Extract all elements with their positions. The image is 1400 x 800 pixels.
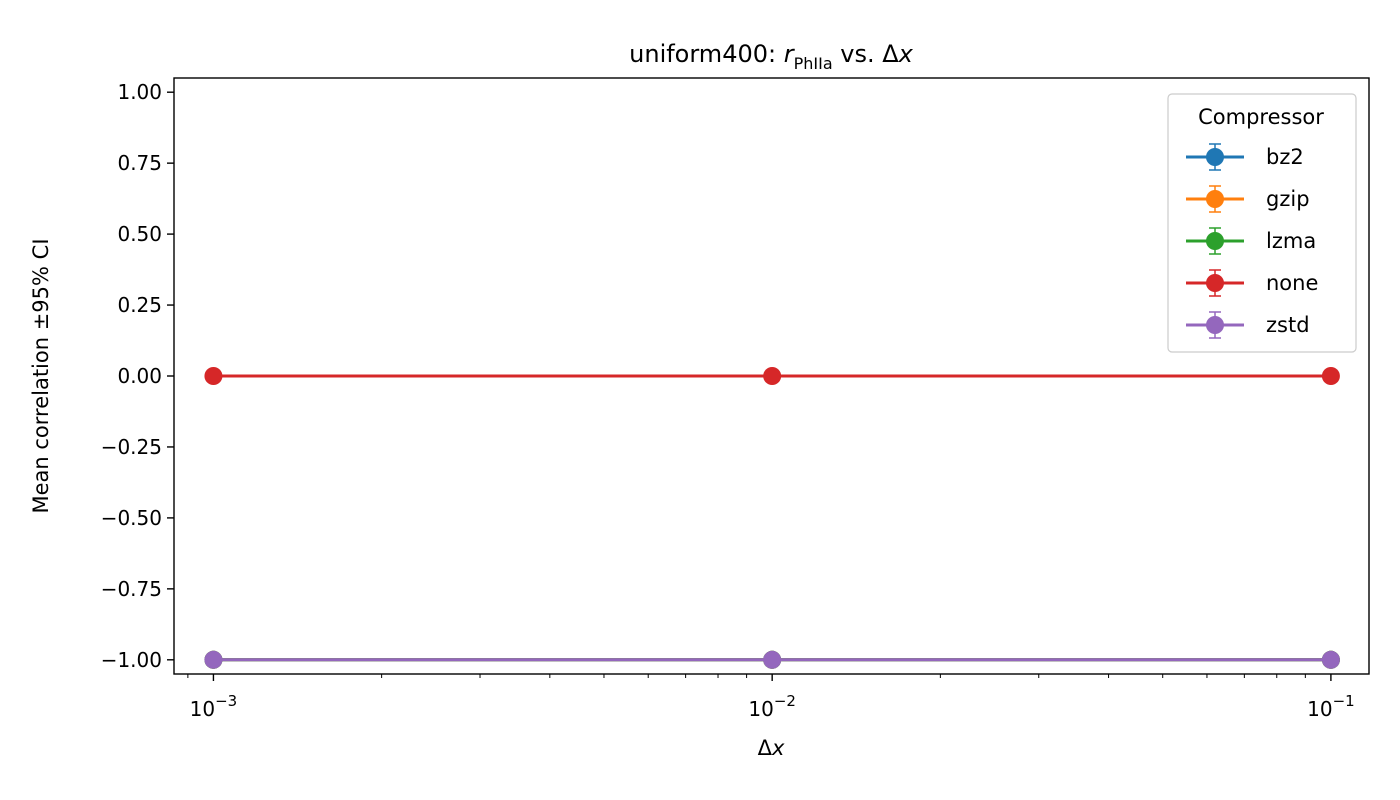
legend-label: gzip [1266, 187, 1310, 211]
x-tick-base: 10 [1307, 697, 1332, 721]
series-layer [204, 367, 1340, 669]
legend-item-bz2: bz2 [1186, 143, 1304, 171]
y-tick-label: 0.50 [117, 222, 162, 246]
legend: Compressor bz2 gzip lzma none zstd [1167, 93, 1357, 353]
x-tick-exp: −3 [215, 692, 237, 710]
legend-item-gzip: gzip [1186, 185, 1310, 213]
legend-item-lzma: lzma [1186, 227, 1316, 255]
data-point [1321, 367, 1340, 385]
x-tick-label: 10−3 [190, 692, 238, 721]
data-point [763, 367, 782, 385]
legend-item-zstd: zstd [1186, 311, 1310, 339]
legend-marker [1206, 316, 1224, 334]
x-axis: 10−3 10−2 10−1 [187, 674, 1355, 721]
legend-marker [1206, 274, 1224, 292]
x-tick-exp: −2 [774, 692, 796, 710]
x-tick-label: 10−1 [1307, 692, 1355, 721]
y-tick-label: 0.00 [117, 364, 162, 388]
legend-label: zstd [1266, 313, 1310, 337]
x-tick-exp: −1 [1333, 692, 1355, 710]
legend-items: bz2 gzip lzma none zstd [1186, 143, 1318, 339]
y-tick-label: −0.75 [101, 577, 162, 601]
legend-item-none: none [1186, 269, 1318, 297]
y-axis: 1.00 0.75 0.50 0.25 0.00 −0.25 −0.50 −0.75 −1.00 [101, 80, 174, 672]
data-point [204, 650, 223, 669]
y-tick-label: 0.25 [117, 293, 162, 317]
x-tick-base: 10 [748, 697, 773, 721]
data-point [204, 367, 223, 385]
title-delta: Δ [882, 40, 899, 68]
x-tick-base: 10 [190, 697, 215, 721]
y-tick-label: −1.00 [101, 648, 162, 672]
series-zstd [204, 650, 1340, 669]
title-prefix: uniform400: [629, 40, 784, 68]
y-axis-label: Mean correlation ±95% CI [29, 238, 53, 513]
chart-title: uniform400: rPhIIa vs. Δx [629, 40, 914, 73]
series-none [204, 367, 1340, 385]
title-sub: PhIIa [794, 54, 833, 73]
xlabel-delta: Δ [758, 736, 773, 760]
title-mid: vs. [833, 40, 883, 68]
y-tick-label: −0.50 [101, 506, 162, 530]
x-axis-label: Δx [758, 736, 785, 760]
legend-marker [1206, 232, 1224, 250]
legend-marker [1206, 190, 1224, 208]
xlabel-var: x [771, 736, 785, 760]
y-tick-label: 1.00 [117, 80, 162, 104]
x-tick-label: 10−2 [748, 692, 796, 721]
y-tick-label: 0.75 [117, 151, 162, 175]
legend-title: Compressor [1198, 105, 1324, 129]
legend-marker [1206, 148, 1224, 166]
y-tick-label: −0.25 [101, 435, 162, 459]
legend-label: lzma [1266, 229, 1316, 253]
data-point [1321, 650, 1340, 669]
title-var: r [784, 40, 796, 68]
legend-label: bz2 [1266, 145, 1304, 169]
legend-label: none [1266, 271, 1318, 295]
legend-box [1167, 93, 1357, 353]
title-xvar: x [898, 40, 914, 68]
data-point [763, 650, 782, 669]
